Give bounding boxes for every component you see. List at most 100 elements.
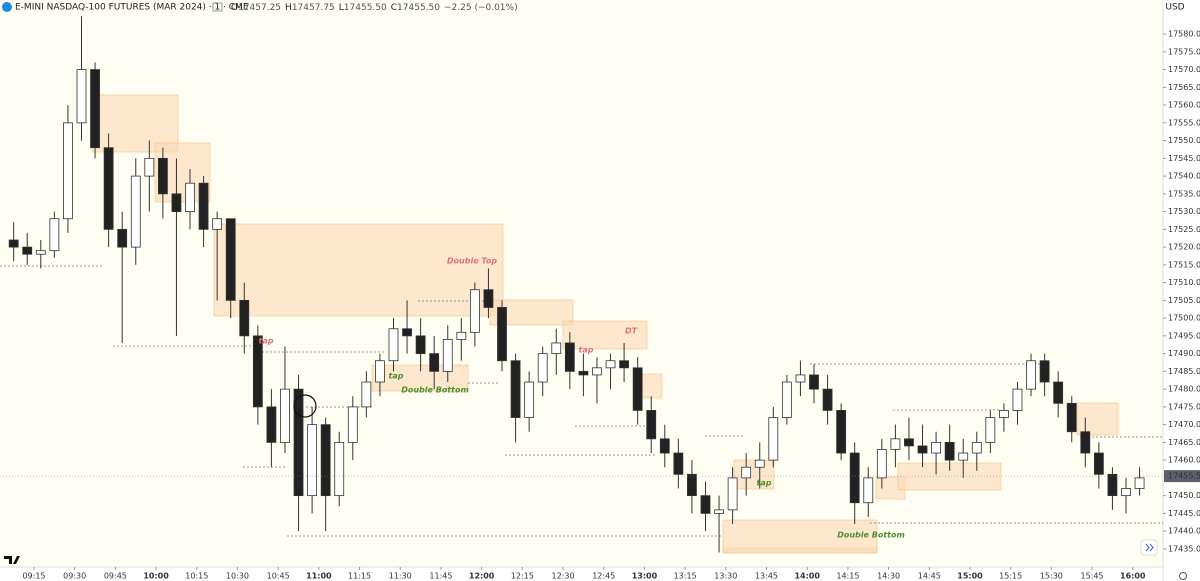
scroll-button[interactable]: [1140, 539, 1158, 556]
candle-body: [781, 381, 792, 418]
candle-body: [605, 360, 616, 369]
x-tick-label: 10:00: [143, 572, 169, 581]
last-price-label: 17455.50: [1168, 472, 1200, 481]
ohlc-label: O: [231, 3, 238, 13]
candle-body: [741, 466, 752, 479]
candle-body: [239, 299, 250, 337]
candle-body: [1093, 452, 1104, 475]
zone: [562, 320, 648, 350]
annotation: tap: [259, 337, 274, 346]
candle-body: [836, 410, 847, 454]
candle-body: [1026, 360, 1036, 390]
price-axis: [1163, 0, 1200, 581]
candle-body: [1134, 477, 1145, 489]
highlight-circle: [293, 394, 317, 418]
x-tick-label: 11:30: [389, 572, 412, 581]
x-tick-label: 14:00: [794, 572, 820, 581]
menu-icon: [212, 2, 223, 12]
annotation: Double Top: [447, 257, 497, 266]
x-tick-label: 11:00: [306, 572, 332, 581]
last-price-tag: [1164, 470, 1200, 483]
header: E-MINI NASDAQ-100 FUTURES (MAR 2024) · 1…: [2, 2, 518, 13]
candle-body: [917, 445, 928, 454]
candle-body: [958, 452, 969, 461]
y-tick-label: 17540.00: [1168, 172, 1200, 181]
logo: [4, 556, 20, 564]
y-tick-label: 17545.00: [1168, 154, 1200, 163]
x-tick-label: 09:45: [104, 572, 127, 581]
x-tick-label: 15:45: [1081, 572, 1104, 581]
x-tick-label: 10:30: [226, 572, 249, 581]
x-tick-label: 09:15: [22, 572, 45, 581]
candle-body: [361, 381, 372, 408]
candle-body: [849, 452, 860, 504]
y-tick-label: 17490.00: [1168, 349, 1200, 358]
candle-body: [809, 374, 819, 390]
candle-body: [632, 367, 643, 411]
x-tick-label: 10:15: [185, 572, 208, 581]
candle-body: [252, 335, 263, 408]
candle-body: [35, 250, 46, 255]
settings-icon[interactable]: [1179, 572, 1187, 580]
y-tick-label: 17555.00: [1168, 118, 1200, 127]
candle-body: [510, 360, 521, 418]
annotation: Double Bottom: [837, 531, 905, 540]
tv-logo: [4, 556, 20, 564]
ohlc-label: L: [339, 3, 344, 13]
y-tick-label: 17475.00: [1168, 402, 1200, 411]
candle-body: [293, 388, 304, 497]
y-tick-label: 17515.00: [1168, 260, 1200, 269]
candle-body: [442, 339, 453, 372]
candle-body: [890, 438, 901, 450]
x-tick-label: 15:15: [999, 572, 1022, 581]
x-tick-label: 14:30: [877, 572, 900, 581]
candles: [8, 16, 1145, 553]
candle-body: [334, 441, 345, 497]
y-tick-label: 17435.00: [1168, 544, 1200, 553]
candle-body: [415, 335, 426, 355]
x-tick-label: 13:30: [714, 572, 737, 581]
candle-body: [1012, 388, 1023, 411]
candle-body: [863, 477, 874, 504]
candle-body: [456, 331, 467, 340]
y-tick-label: 17520.00: [1168, 243, 1200, 252]
candle-body: [1107, 473, 1118, 497]
y-tick-label: 17440.00: [1168, 527, 1200, 536]
candle-body: [185, 182, 195, 213]
symbol-title: E-MINI NASDAQ-100 FUTURES (MAR 2024) · 1…: [15, 3, 249, 13]
candle-body: [225, 218, 236, 301]
candle-body: [564, 342, 575, 372]
ohlc-value: 17457.75: [292, 3, 335, 13]
x-tick-label: 15:00: [957, 572, 983, 581]
y-tick-label: 17580.00: [1168, 30, 1200, 39]
x-tick-label: 13:15: [674, 572, 697, 581]
currency[interactable]: USD: [1165, 3, 1184, 13]
candle-body: [388, 328, 399, 362]
candle-body: [931, 441, 941, 454]
y-tick-label: 17575.00: [1168, 47, 1200, 56]
candle-body: [687, 473, 697, 497]
y-tick-label: 17460.00: [1168, 456, 1200, 465]
candle-body: [144, 157, 155, 177]
candle-body: [375, 360, 385, 383]
candle-body: [198, 182, 209, 230]
y-tick-label: 17485.00: [1168, 367, 1200, 376]
candle-body: [754, 459, 765, 468]
annotation: tap: [757, 479, 772, 488]
candle-body: [646, 410, 657, 440]
candle-body: [537, 353, 548, 383]
y-tick-label: 17560.00: [1168, 101, 1200, 110]
candle-body: [944, 441, 955, 461]
x-tick-label: 10:45: [267, 572, 290, 581]
candle-body: [1121, 488, 1131, 497]
annotations: tap Double Top DT tap tap Double Bottom …: [259, 257, 905, 540]
ohlc-value: 17455.50: [397, 3, 440, 13]
candle-body: [727, 477, 738, 511]
candle-body: [76, 69, 87, 124]
candle-body: [103, 147, 114, 230]
candle-body: [659, 438, 670, 454]
y-tick-label: 17480.00: [1168, 385, 1200, 394]
candle-body: [497, 307, 507, 362]
y-tick-label: 17445.00: [1168, 509, 1200, 518]
